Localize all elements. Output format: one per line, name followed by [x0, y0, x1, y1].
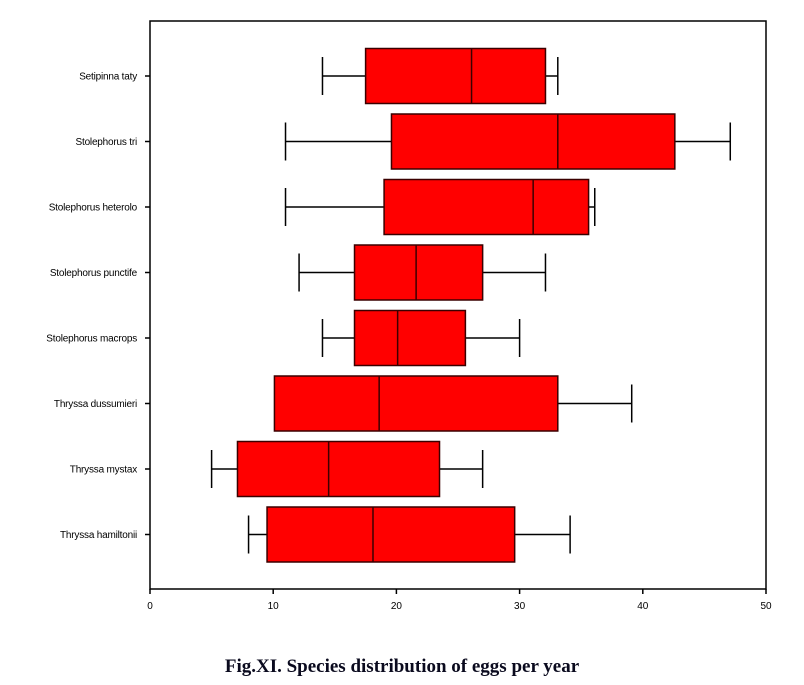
boxplot-chart: Setipinna taty Stolephorus tri Stolephorus…: [46, 20, 772, 612]
y-tick-label: Thryssa mystax: [70, 465, 137, 476]
y-tick-label: Setipinna taty: [79, 72, 137, 83]
box-5: [321, 309, 521, 367]
y-tick-label: Thryssa hamiltonii: [60, 530, 137, 541]
y-tick-label: Thryssa dussumieri: [54, 399, 137, 410]
y-tick-label: Stolephorus heterolo: [49, 203, 138, 214]
y-tick-label: Stolephorus punctife: [50, 268, 138, 279]
iqr-box: [236, 440, 441, 498]
y-tick-label: Stolephorus macrops: [46, 334, 137, 345]
box-8: [247, 506, 571, 563]
box-6: [273, 375, 633, 432]
box-1: [321, 47, 559, 105]
x-tick-label: 30: [514, 601, 526, 612]
plot-frame: [149, 20, 767, 590]
iqr-box: [353, 309, 467, 367]
iqr-box: [390, 113, 676, 170]
box-4: [298, 244, 547, 301]
iqr-box: [273, 375, 559, 432]
x-tick-label: 10: [268, 601, 280, 612]
y-tick-label: Stolephorus tri: [76, 137, 137, 148]
iqr-box: [353, 244, 484, 301]
figure-caption: Fig.XI. Species distribution of eggs per…: [224, 656, 580, 677]
x-axis: 0 10 20 30 40 50: [147, 589, 772, 612]
x-tick-label: 40: [637, 601, 649, 612]
x-tick-label: 20: [391, 601, 403, 612]
x-tick-label: 50: [760, 601, 772, 612]
box-3: [284, 178, 596, 236]
box-7: [210, 440, 484, 498]
box-group: [210, 47, 732, 563]
iqr-box: [383, 178, 590, 236]
y-axis: Setipinna taty Stolephorus tri Stolephorus…: [46, 72, 150, 541]
box-2: [284, 113, 732, 170]
x-tick-label: 0: [147, 601, 153, 612]
iqr-box: [266, 506, 516, 563]
iqr-box: [364, 47, 547, 105]
